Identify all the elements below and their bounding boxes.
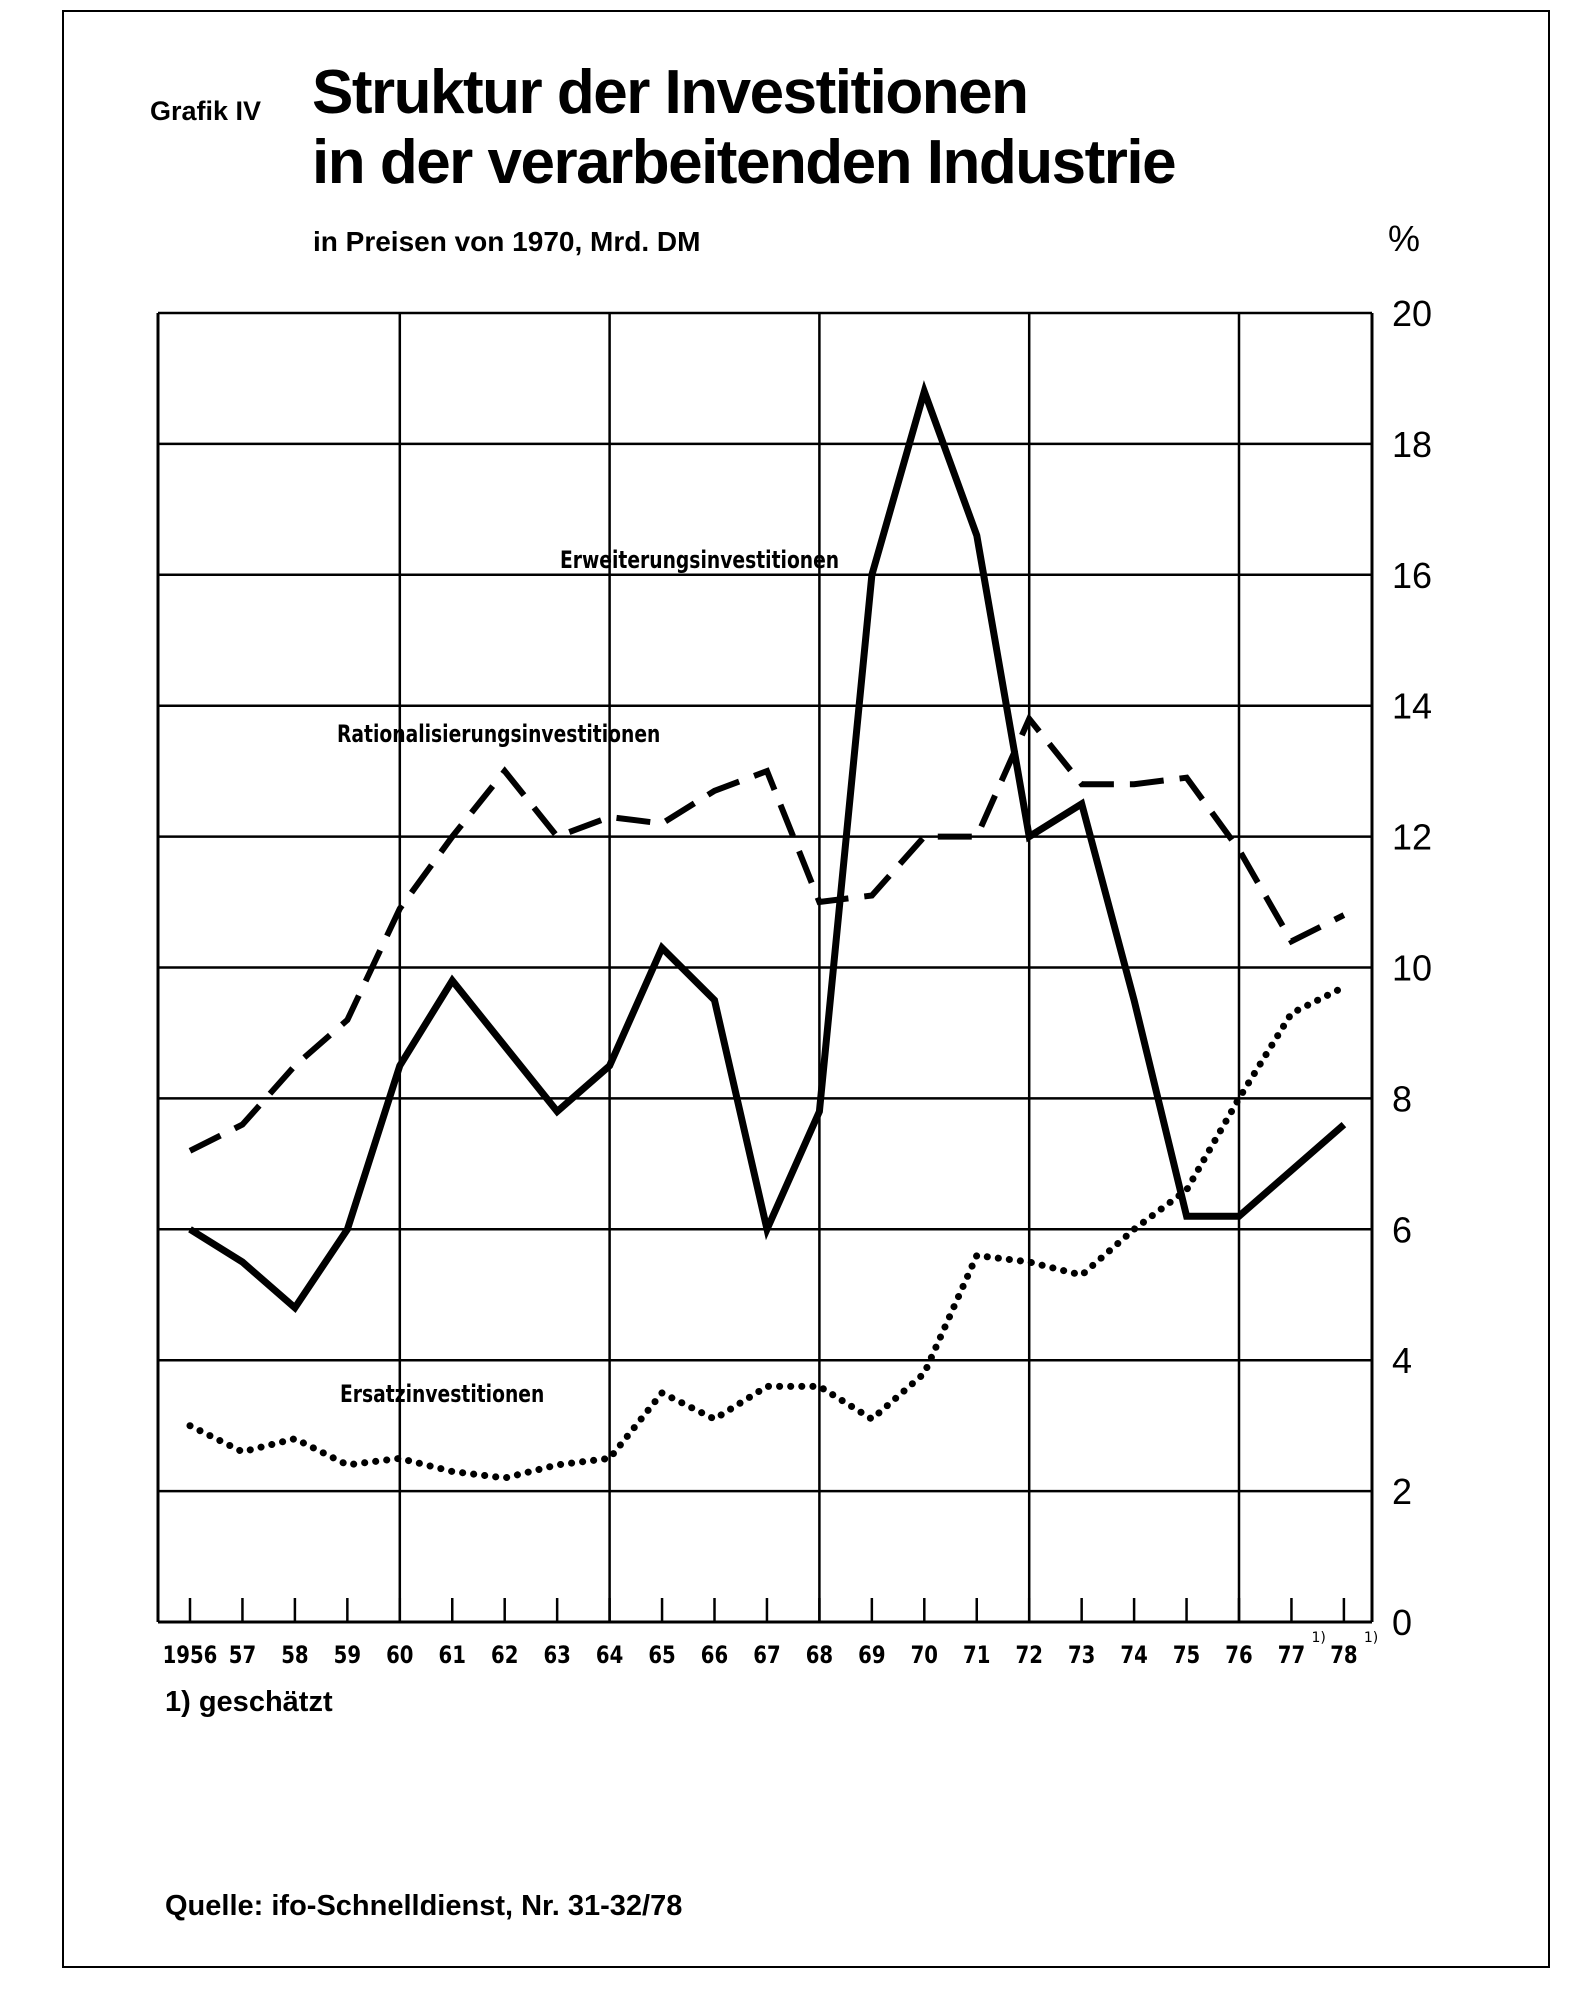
x-tick-label-72: 72 [1016,1642,1043,1669]
x-tick-label-61: 61 [439,1642,466,1669]
x-tick-label-67: 67 [753,1642,780,1669]
y-tick-label-12: 12 [1392,817,1432,858]
x-tick-label-73: 73 [1068,1642,1095,1669]
x-tick-label-70: 70 [911,1642,938,1669]
figure-label: Grafik IV [150,96,262,126]
x-tick-label-62: 62 [491,1642,518,1669]
y-tick-label-0: 0 [1392,1602,1412,1643]
chart-title-line-1: Struktur der Investitionen [312,58,1029,127]
y-tick-label-14: 14 [1392,686,1432,727]
y-tick-label-2: 2 [1392,1471,1412,1512]
y-tick-label-8: 8 [1392,1078,1412,1119]
x-tick-label-1956: 1956 [163,1642,218,1669]
series-label-ersatzinvestitionen: Ersatzinvestitionen [340,1381,544,1409]
x-tick-superscript-77: 1) [1311,1630,1325,1646]
chart-subtitle: in Preisen von 1970, Mrd. DM [313,226,701,257]
y-axis-unit-label: % [1388,218,1421,259]
series-line-rationalisierungsinvestitionen [188,713,1346,1154]
x-tick-label-69: 69 [858,1642,885,1669]
x-tick-label-74: 74 [1120,1642,1147,1669]
footnote: 1) geschätzt [165,1686,333,1718]
x-tick-label-64: 64 [596,1642,623,1669]
figure-frame [62,10,1550,1968]
y-tick-label-20: 20 [1392,293,1432,334]
series-label-erweiterungsinvestitionen: Erweiterungsinvestitionen [560,547,839,575]
x-tick-label-68: 68 [806,1642,833,1669]
y-tick-label-6: 6 [1392,1209,1412,1250]
y-tick-label-4: 4 [1392,1340,1412,1381]
x-tick-label-76: 76 [1225,1642,1252,1669]
series-line-erweiterungsinvestitionen [188,380,1347,1314]
y-tick-label-18: 18 [1392,424,1432,465]
x-tick-label-78: 78 [1330,1642,1357,1669]
chart-title-line-2: in der verarbeitenden Industrie [312,128,1177,197]
x-tick-label-58: 58 [281,1642,308,1669]
x-tick-label-63: 63 [543,1642,570,1669]
y-tick-label-10: 10 [1392,948,1432,989]
x-tick-label-71: 71 [963,1642,990,1669]
x-tick-label-59: 59 [334,1642,361,1669]
source-note: Quelle: ifo-Schnelldienst, Nr. 31-32/78 [165,1890,683,1922]
x-tick-label-75: 75 [1173,1642,1200,1669]
x-tick-label-60: 60 [386,1642,413,1669]
series-line-ersatzinvestitionen [186,983,1348,1482]
x-tick-label-57: 57 [229,1642,256,1669]
y-tick-label-16: 16 [1392,555,1432,596]
chart-title: Struktur der Investitionen in der verarb… [312,58,1177,198]
series-label-rationalisierungsinvestitionen: Rationalisierungsinvestitionen [337,721,660,749]
x-tick-superscript-78: 1) [1364,1630,1378,1646]
x-tick-label-77: 77 [1278,1642,1305,1669]
x-tick-label-66: 66 [701,1642,728,1669]
x-tick-label-65: 65 [648,1642,675,1669]
